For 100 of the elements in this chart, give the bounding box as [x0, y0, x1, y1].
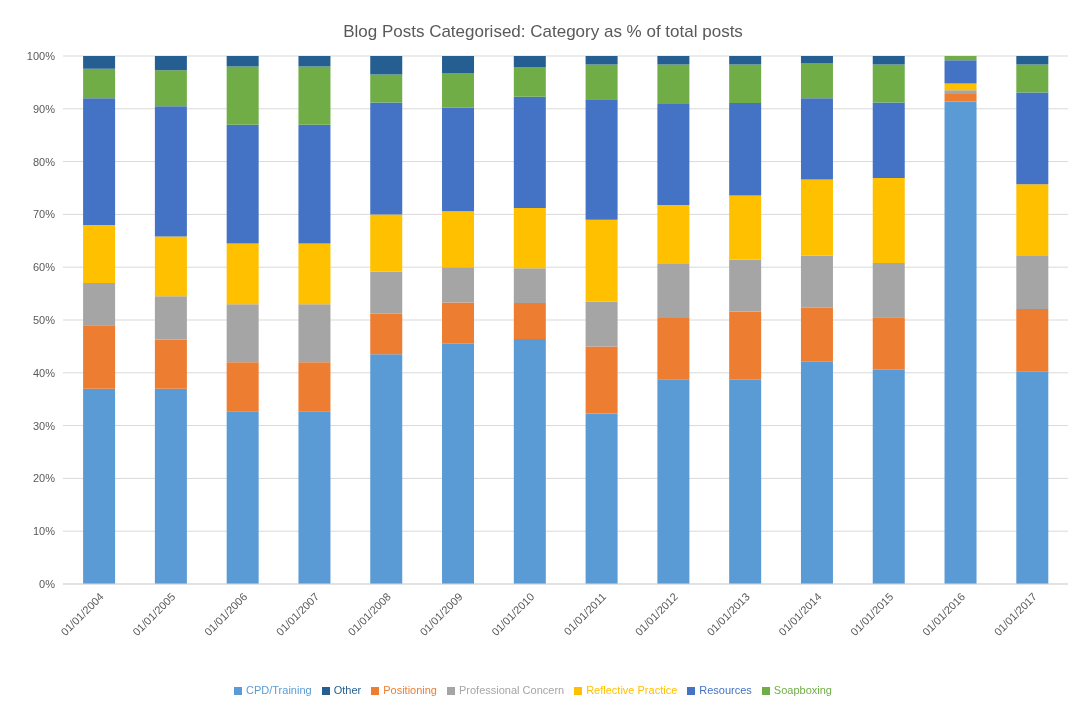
bar	[154, 70, 187, 107]
bar	[944, 60, 977, 84]
bar	[1016, 256, 1049, 309]
bar	[944, 56, 977, 61]
y-tick-label: 30%	[32, 419, 56, 432]
bar	[800, 179, 833, 256]
bar	[298, 56, 331, 67]
y-tick-label: 60%	[32, 261, 56, 274]
bar	[800, 56, 833, 64]
bar	[657, 204, 690, 265]
bar	[298, 411, 331, 584]
bar	[370, 102, 403, 215]
y-tick-label: 40%	[32, 366, 56, 379]
bar	[513, 96, 546, 209]
y-tick-label: 20%	[32, 472, 56, 485]
bar	[657, 379, 690, 584]
bar	[585, 64, 618, 100]
bar	[370, 354, 403, 584]
bar	[944, 83, 977, 91]
y-tick-label: 0%	[39, 577, 56, 590]
bar	[585, 56, 618, 65]
bar	[154, 56, 187, 71]
bar	[657, 64, 690, 105]
bar	[442, 107, 475, 212]
bar	[872, 317, 905, 370]
bar	[944, 94, 977, 102]
bar	[83, 325, 116, 389]
bar	[1016, 184, 1049, 257]
y-tick-label: 90%	[32, 102, 56, 115]
bar	[83, 68, 116, 99]
bar	[226, 56, 259, 67]
bar	[154, 388, 187, 584]
bar	[585, 99, 618, 220]
bar	[1016, 64, 1049, 93]
bar	[513, 208, 546, 269]
bar	[226, 304, 259, 363]
bar	[442, 267, 475, 303]
bar	[442, 211, 475, 268]
y-tick-label: 100%	[26, 49, 56, 62]
bar	[800, 98, 833, 180]
bar	[944, 90, 977, 95]
y-tick-label: 70%	[32, 208, 56, 221]
bar	[513, 303, 546, 340]
bar	[298, 362, 331, 412]
legend-label: Positioning	[383, 684, 437, 696]
bar	[83, 388, 116, 584]
bar	[513, 67, 546, 97]
bar	[298, 66, 331, 125]
bar	[83, 98, 116, 225]
bar	[872, 262, 905, 318]
bar	[944, 101, 977, 584]
y-tick-label: 80%	[32, 155, 56, 168]
bar	[800, 361, 833, 584]
bar	[872, 177, 905, 263]
bar	[513, 56, 546, 68]
bar	[298, 243, 331, 305]
bar	[370, 214, 403, 272]
bar	[154, 236, 187, 297]
bar	[154, 339, 187, 389]
bar	[729, 102, 762, 196]
legend-label: CPD/Training	[246, 684, 312, 696]
bar	[370, 56, 403, 75]
bar	[83, 283, 116, 326]
bar	[729, 259, 762, 312]
bar	[298, 124, 331, 244]
legend-label: Professional Concern	[459, 684, 565, 696]
bar	[872, 64, 905, 103]
bar	[298, 304, 331, 363]
bar	[226, 243, 259, 305]
legend-label: Soapboxing	[773, 684, 832, 696]
bar	[370, 74, 403, 103]
bar	[442, 302, 475, 344]
bar	[226, 66, 259, 125]
bar	[513, 268, 546, 304]
bar	[1016, 92, 1049, 185]
bar	[226, 124, 259, 244]
bar	[154, 296, 187, 340]
bar	[1016, 56, 1049, 65]
bar	[585, 413, 618, 584]
bar	[1016, 371, 1049, 584]
bar	[800, 63, 833, 99]
bar	[1016, 308, 1049, 372]
bar	[585, 346, 618, 414]
bar	[657, 317, 690, 380]
bar	[657, 264, 690, 318]
legend-label: Resources	[699, 684, 752, 696]
bar	[585, 219, 618, 302]
bar	[729, 379, 762, 584]
bar	[800, 307, 833, 362]
legend-label: Reflective Practice	[586, 684, 678, 696]
bar	[800, 255, 833, 308]
bar	[370, 313, 403, 355]
y-tick-label: 50%	[32, 313, 56, 326]
bar	[872, 102, 905, 178]
bar	[370, 271, 403, 314]
bar	[226, 362, 259, 412]
bar	[729, 64, 762, 103]
bar	[442, 343, 475, 584]
bar	[872, 56, 905, 65]
bar	[442, 73, 475, 108]
